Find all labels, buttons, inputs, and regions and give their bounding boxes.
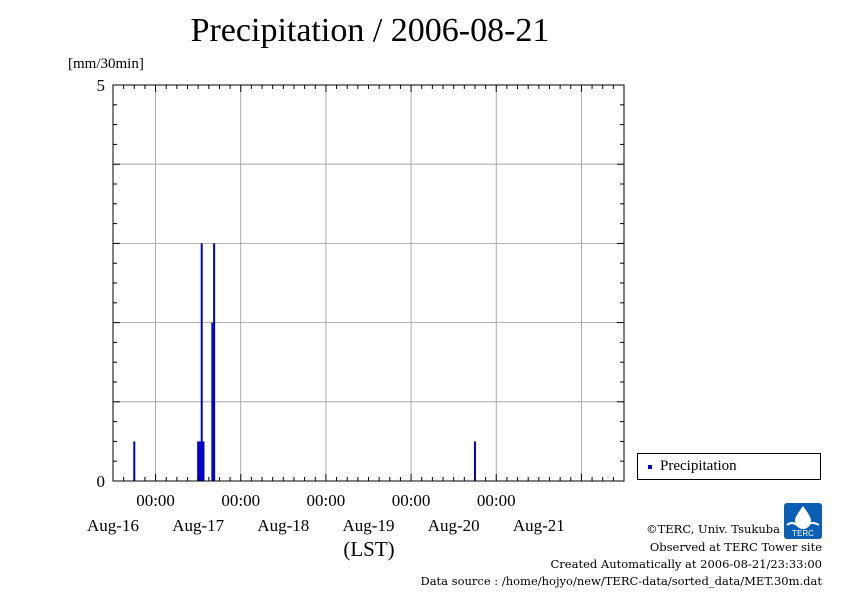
axis-labels: 0 5 00:00 00:00 00:00 00:00 00:00 Aug-16 Aug-17 A… (87, 76, 565, 561)
legend-swatch (648, 465, 652, 469)
legend: Precipitation (637, 453, 821, 480)
terc-logo-icon: TERC (784, 503, 822, 539)
created-timestamp-text: Created Automatically at 2006-08-21/23:3… (550, 557, 823, 571)
y-axis-unit-label: [mm/30min] (68, 56, 144, 72)
precipitation-bar (202, 441, 205, 481)
x-date-label: Aug-17 (172, 516, 224, 535)
y-tick-label: 0 (97, 472, 106, 491)
precipitation-bar (200, 243, 203, 481)
x-time-label: 00:00 (136, 491, 175, 510)
svg-text:TERC: TERC (792, 529, 814, 538)
x-time-label: 00:00 (477, 491, 516, 510)
bar-series (133, 243, 476, 481)
x-time-label: 00:00 (392, 491, 431, 510)
y-tick-label: 5 (97, 76, 106, 95)
precipitation-bar (198, 441, 201, 481)
precipitation-bar (211, 322, 214, 481)
x-date-label: Aug-21 (513, 516, 565, 535)
chart-title: Precipitation / 2006-08-21 (190, 12, 550, 49)
axis-ticks (112, 84, 625, 482)
data-source-text: Data source : /home/hojyo/new/TERC-data/… (420, 574, 822, 588)
precipitation-bar (133, 441, 136, 481)
copyright-text: ©TERC, Univ. Tsukuba (646, 522, 780, 536)
x-time-label: 00:00 (221, 491, 260, 510)
precipitation-bar (197, 441, 200, 481)
x-date-label: Aug-16 (87, 516, 139, 535)
grid-lines (113, 85, 624, 481)
legend-label: Precipitation (660, 458, 737, 474)
x-date-label: Aug-19 (343, 516, 395, 535)
plot-frame (112, 84, 625, 482)
observation-site-text: Observed at TERC Tower site (649, 540, 822, 554)
precipitation-bar (213, 243, 216, 481)
x-date-label: Aug-20 (428, 516, 480, 535)
precipitation-bar (473, 441, 476, 481)
x-time-label: 00:00 (307, 491, 346, 510)
x-date-label: Aug-18 (257, 516, 309, 535)
x-axis-title: (LST) (343, 537, 394, 561)
